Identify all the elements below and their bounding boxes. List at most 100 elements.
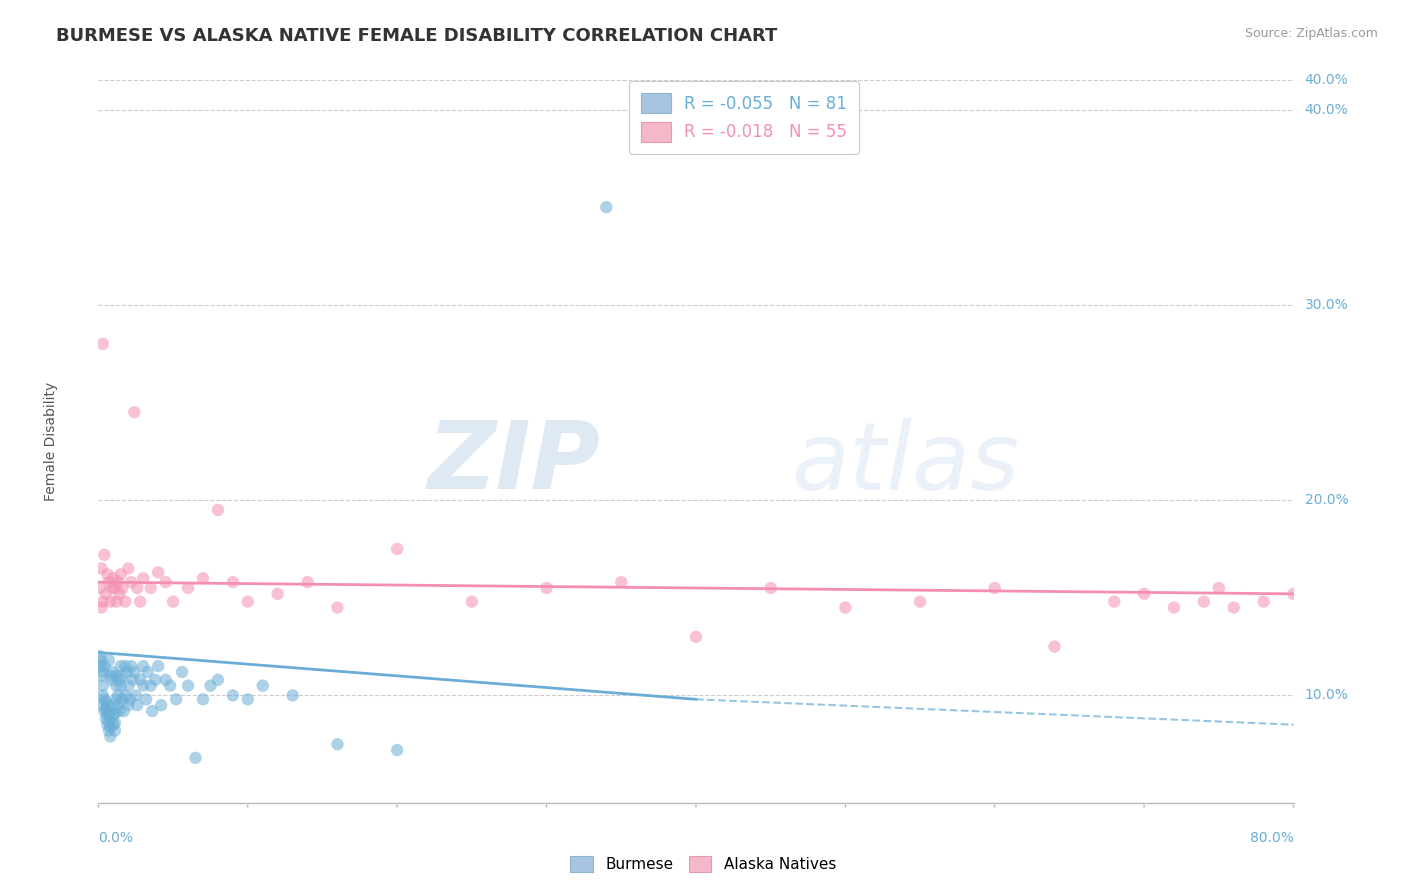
- Point: [177, 581, 200, 595]
- Point: [110, 567, 132, 582]
- Point: [610, 575, 633, 590]
- Point: [759, 581, 782, 595]
- Point: [159, 679, 181, 693]
- Point: [155, 673, 177, 687]
- Point: [89, 581, 111, 595]
- Point: [111, 692, 134, 706]
- Point: [191, 571, 214, 585]
- Point: [108, 673, 131, 687]
- Point: [136, 665, 159, 679]
- Point: [1223, 600, 1246, 615]
- Point: [267, 587, 290, 601]
- Text: 30.0%: 30.0%: [1305, 298, 1348, 312]
- Point: [97, 575, 120, 590]
- Point: [115, 665, 138, 679]
- Text: Female Disability: Female Disability: [44, 382, 58, 501]
- Point: [124, 405, 146, 419]
- Point: [191, 692, 214, 706]
- Point: [91, 679, 114, 693]
- Point: [117, 698, 139, 713]
- Point: [1192, 595, 1215, 609]
- Point: [96, 717, 118, 731]
- Text: 40.0%: 40.0%: [1305, 103, 1348, 117]
- Point: [1133, 587, 1156, 601]
- Point: [120, 575, 142, 590]
- Point: [117, 561, 139, 575]
- Point: [139, 679, 162, 693]
- Point: [90, 600, 112, 615]
- Point: [236, 692, 259, 706]
- Point: [91, 665, 114, 679]
- Text: Source: ZipAtlas.com: Source: ZipAtlas.com: [1244, 27, 1378, 40]
- Point: [105, 669, 128, 683]
- Point: [536, 581, 558, 595]
- Point: [385, 541, 409, 556]
- Point: [984, 581, 1007, 595]
- Point: [104, 715, 127, 730]
- Point: [91, 689, 114, 703]
- Point: [114, 659, 136, 673]
- Point: [127, 698, 149, 713]
- Point: [127, 581, 149, 595]
- Point: [97, 706, 120, 720]
- Point: [132, 679, 155, 693]
- Point: [1163, 600, 1185, 615]
- Point: [101, 581, 124, 595]
- Text: 40.0%: 40.0%: [1305, 73, 1348, 87]
- Point: [132, 659, 155, 673]
- Point: [97, 653, 120, 667]
- Point: [98, 720, 122, 734]
- Point: [98, 730, 122, 744]
- Point: [96, 567, 118, 582]
- Point: [104, 723, 127, 738]
- Point: [155, 575, 177, 590]
- Point: [93, 659, 115, 673]
- Point: [93, 704, 115, 718]
- Point: [91, 698, 114, 713]
- Point: [172, 665, 194, 679]
- Point: [94, 712, 117, 726]
- Point: [108, 587, 131, 601]
- Point: [89, 649, 111, 664]
- Point: [98, 595, 122, 609]
- Point: [132, 571, 155, 585]
- Point: [103, 571, 125, 585]
- Point: [685, 630, 707, 644]
- Text: atlas: atlas: [792, 417, 1019, 508]
- Point: [385, 743, 409, 757]
- Point: [108, 704, 131, 718]
- Point: [94, 587, 117, 601]
- Point: [104, 581, 127, 595]
- Legend: R = -0.055   N = 81, R = -0.018   N = 55: R = -0.055 N = 81, R = -0.018 N = 55: [628, 81, 859, 153]
- Point: [150, 698, 173, 713]
- Point: [97, 714, 120, 728]
- Text: 0.0%: 0.0%: [98, 830, 134, 845]
- Point: [97, 723, 120, 738]
- Text: BURMESE VS ALASKA NATIVE FEMALE DISABILITY CORRELATION CHART: BURMESE VS ALASKA NATIVE FEMALE DISABILI…: [56, 27, 778, 45]
- Point: [165, 692, 187, 706]
- Point: [118, 692, 141, 706]
- Point: [200, 679, 222, 693]
- Point: [103, 707, 125, 722]
- Text: ZIP: ZIP: [427, 417, 600, 509]
- Point: [595, 200, 617, 214]
- Point: [129, 595, 152, 609]
- Point: [114, 689, 136, 703]
- Point: [105, 692, 128, 706]
- Point: [135, 692, 157, 706]
- Point: [110, 659, 132, 673]
- Point: [91, 595, 114, 609]
- Point: [107, 689, 129, 703]
- Point: [281, 689, 304, 703]
- Text: 80.0%: 80.0%: [1250, 830, 1294, 845]
- Point: [461, 595, 484, 609]
- Point: [90, 653, 112, 667]
- Point: [96, 707, 118, 722]
- Point: [101, 698, 124, 713]
- Point: [326, 600, 349, 615]
- Point: [177, 679, 200, 693]
- Point: [207, 503, 229, 517]
- Point: [107, 575, 129, 590]
- Point: [91, 337, 114, 351]
- Point: [101, 673, 124, 687]
